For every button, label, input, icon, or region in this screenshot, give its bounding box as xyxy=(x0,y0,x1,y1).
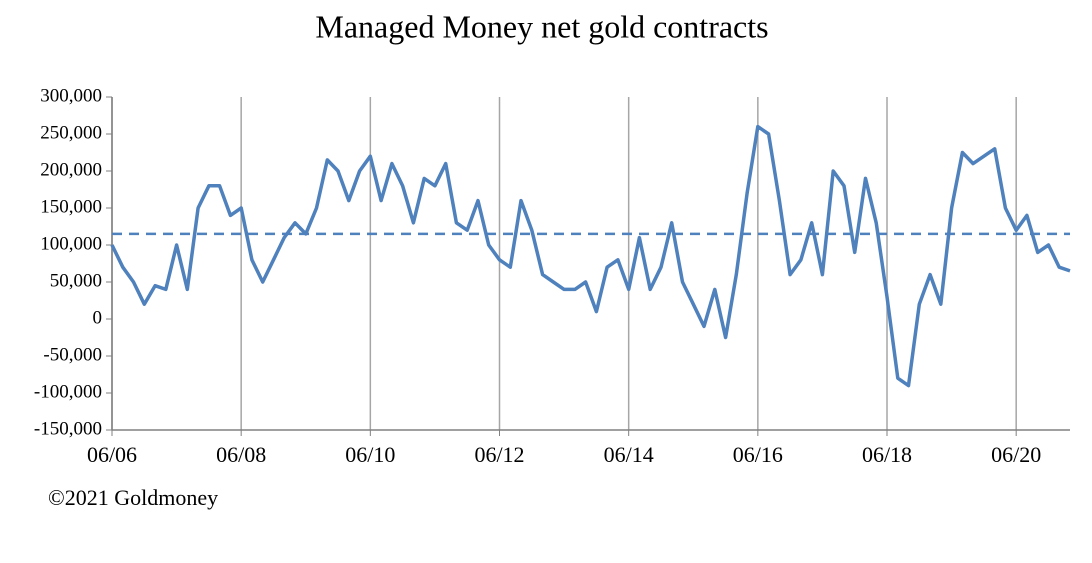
y-tick-label: -150,000 xyxy=(34,418,102,439)
x-tick-label: 06/08 xyxy=(216,442,266,467)
x-tick-label: 06/18 xyxy=(862,442,912,467)
x-tick-label: 06/20 xyxy=(991,442,1041,467)
y-tick-label: 250,000 xyxy=(40,122,102,143)
source: ©2021 Goldmoney xyxy=(48,485,218,510)
y-tick-label: 200,000 xyxy=(40,159,102,180)
x-tick-label: 06/14 xyxy=(604,442,654,467)
y-tick-label: -50,000 xyxy=(43,344,102,365)
x-tick-label: 06/06 xyxy=(87,442,137,467)
y-tick-label: 0 xyxy=(93,307,103,328)
data-line xyxy=(110,124,1071,388)
y-tick-label: 50,000 xyxy=(50,270,102,291)
x-tick-label: 06/16 xyxy=(733,442,783,467)
y-tick-label: -100,000 xyxy=(34,381,102,402)
y-tick-label: 150,000 xyxy=(40,196,102,217)
x-tick-label: 06/10 xyxy=(345,442,395,467)
chart-title: Managed Money net gold contracts xyxy=(315,8,768,44)
x-tick-label: 06/12 xyxy=(474,442,524,467)
y-tick-label: 100,000 xyxy=(40,233,102,254)
y-tick-label: 300,000 xyxy=(40,85,102,106)
